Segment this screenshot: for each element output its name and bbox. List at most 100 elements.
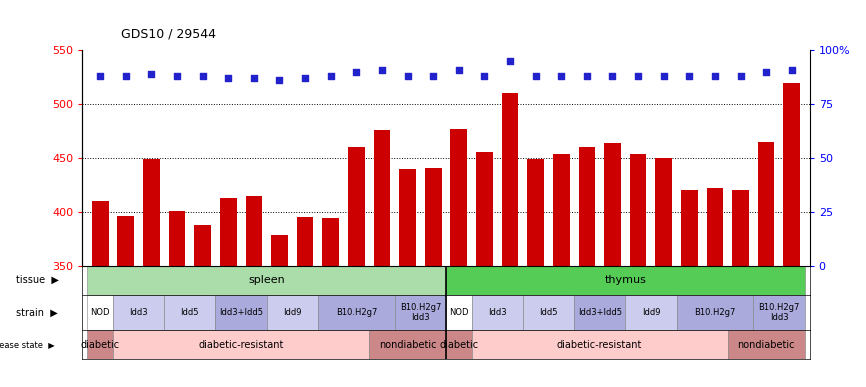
Bar (476, 152, 493, 266)
Text: Idd3: Idd3 (488, 308, 507, 317)
Bar (574, 295, 625, 330)
Text: thymus: thymus (604, 275, 646, 285)
Bar (527, 159, 544, 266)
Bar (169, 211, 185, 266)
Text: diabetic: diabetic (439, 340, 478, 350)
Bar (523, 295, 574, 330)
Text: Idd3+Idd5: Idd3+Idd5 (219, 308, 263, 317)
Point (298, 75, 312, 81)
Text: B10.H2g7
Idd3: B10.H2g7 Idd3 (400, 303, 441, 322)
Bar (216, 295, 267, 330)
Bar (681, 190, 698, 266)
Point (94, 73, 107, 79)
Bar (727, 330, 805, 359)
Bar (446, 330, 472, 359)
Text: Idd3: Idd3 (129, 308, 148, 317)
Bar (501, 93, 519, 266)
Bar (753, 295, 805, 330)
Point (631, 73, 645, 79)
Point (170, 73, 184, 79)
Bar (113, 295, 165, 330)
Bar (676, 295, 753, 330)
Point (196, 73, 210, 79)
Bar (348, 147, 365, 266)
Bar (87, 266, 446, 295)
Y-axis label: tissue  ▶: tissue ▶ (16, 275, 59, 285)
Text: B10.H2g7: B10.H2g7 (336, 308, 377, 317)
Bar (143, 159, 159, 266)
Bar (425, 168, 442, 266)
Bar (553, 154, 570, 266)
Text: B10.H2g7
Idd3: B10.H2g7 Idd3 (759, 303, 799, 322)
Text: diabetic-resistant: diabetic-resistant (198, 340, 284, 350)
Bar (758, 142, 774, 266)
Bar (446, 266, 805, 295)
Text: spleen: spleen (249, 275, 285, 285)
Bar (450, 129, 467, 266)
Bar (318, 295, 395, 330)
Bar (297, 217, 313, 266)
Y-axis label: strain  ▶: strain ▶ (16, 308, 58, 317)
Bar (267, 295, 318, 330)
Text: B10.H2g7: B10.H2g7 (695, 308, 735, 317)
Text: NOD: NOD (90, 308, 110, 317)
Text: diabetic: diabetic (81, 340, 120, 350)
Y-axis label: disease state  ▶: disease state ▶ (0, 340, 55, 349)
Point (401, 73, 415, 79)
Point (503, 58, 517, 64)
Point (554, 73, 568, 79)
Point (324, 73, 338, 79)
Text: nondiabetic: nondiabetic (738, 340, 795, 350)
Text: GDS10 / 29544: GDS10 / 29544 (121, 27, 216, 41)
Bar (194, 225, 211, 266)
Point (119, 73, 132, 79)
Bar (630, 154, 646, 266)
Text: Idd9: Idd9 (283, 308, 301, 317)
Point (375, 67, 389, 73)
Bar (707, 188, 723, 266)
Point (452, 67, 466, 73)
Point (477, 73, 491, 79)
Point (349, 69, 363, 75)
Bar (246, 196, 262, 266)
Bar (395, 295, 446, 330)
Bar (113, 330, 369, 359)
Bar (733, 190, 749, 266)
Text: diabetic-resistant: diabetic-resistant (557, 340, 643, 350)
Text: nondiabetic: nondiabetic (378, 340, 436, 350)
Text: Idd5: Idd5 (540, 308, 558, 317)
Bar (604, 143, 621, 266)
Bar (446, 295, 472, 330)
Bar (271, 235, 288, 266)
Bar (87, 330, 113, 359)
Point (580, 73, 594, 79)
Bar (373, 130, 391, 266)
Point (682, 73, 696, 79)
Bar (322, 218, 339, 266)
Bar (399, 169, 416, 266)
Bar (165, 295, 216, 330)
Point (759, 69, 773, 75)
Bar (472, 330, 727, 359)
Point (734, 73, 747, 79)
Text: Idd3+Idd5: Idd3+Idd5 (578, 308, 622, 317)
Bar (472, 295, 523, 330)
Bar (220, 198, 236, 266)
Point (222, 75, 236, 81)
Bar (369, 330, 446, 359)
Point (273, 77, 287, 84)
Point (145, 71, 158, 77)
Bar (784, 83, 800, 266)
Point (426, 73, 440, 79)
Point (656, 73, 670, 79)
Point (708, 73, 722, 79)
Bar (656, 158, 672, 266)
Point (605, 73, 619, 79)
Point (247, 75, 261, 81)
Bar (578, 147, 595, 266)
Text: Idd9: Idd9 (642, 308, 660, 317)
Bar (625, 295, 676, 330)
Bar (118, 216, 134, 266)
Text: Idd5: Idd5 (181, 308, 199, 317)
Text: NOD: NOD (449, 308, 469, 317)
